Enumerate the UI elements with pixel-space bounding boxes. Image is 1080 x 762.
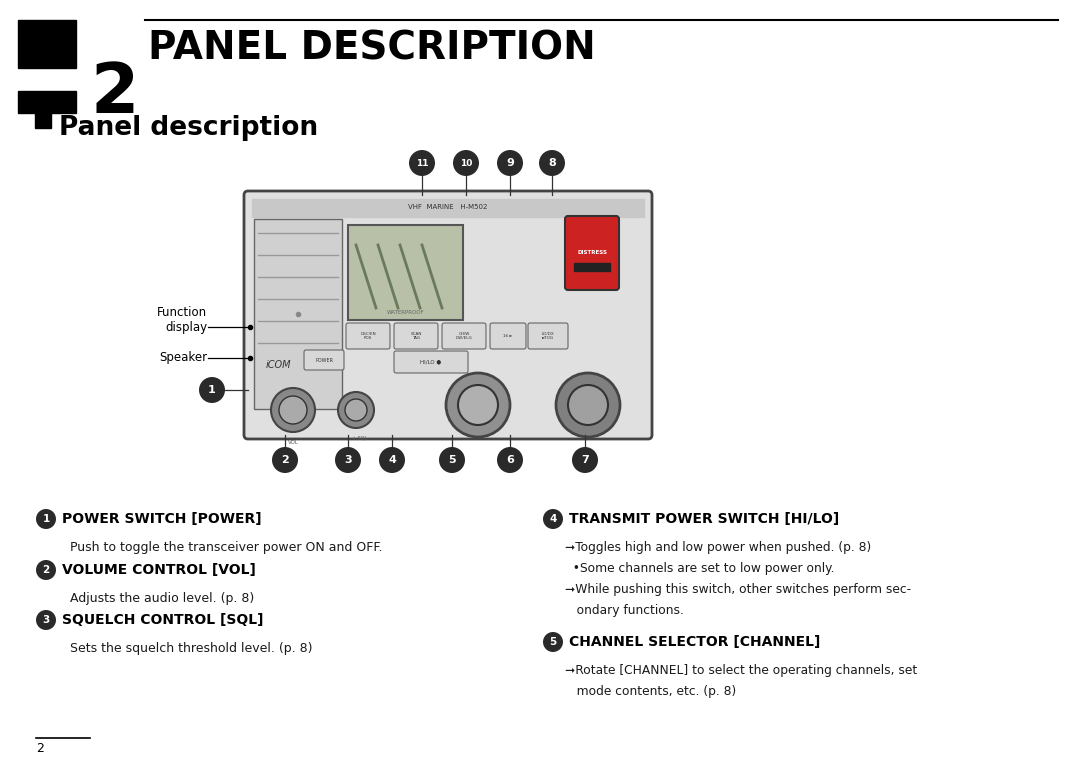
Text: •Some channels are set to low power only.: •Some channels are set to low power only… [565, 562, 835, 575]
FancyBboxPatch shape [346, 323, 390, 349]
Circle shape [539, 150, 565, 176]
Bar [573, 263, 610, 271]
Circle shape [438, 447, 465, 473]
Circle shape [345, 399, 367, 421]
FancyBboxPatch shape [394, 351, 468, 373]
Text: 16 ►: 16 ► [503, 334, 513, 338]
Circle shape [446, 373, 510, 437]
Circle shape [338, 392, 374, 428]
Text: DSC/EN
POS: DSC/EN POS [361, 331, 376, 341]
Text: 2: 2 [281, 455, 288, 465]
Circle shape [379, 447, 405, 473]
Text: 2: 2 [42, 565, 50, 575]
Bar [18, 91, 76, 113]
Bar [348, 225, 463, 320]
Text: HI/LO ●: HI/LO ● [420, 360, 442, 364]
Circle shape [497, 447, 523, 473]
Bar [252, 199, 644, 217]
Text: DISTRESS: DISTRESS [577, 251, 607, 255]
Bar [254, 219, 342, 409]
Circle shape [36, 610, 56, 630]
Text: 5: 5 [448, 455, 456, 465]
Text: PANEL DESCRIPTION: PANEL DESCRIPTION [148, 30, 596, 68]
Text: 8: 8 [549, 158, 556, 168]
Text: VOLUME CONTROL [VOL]: VOLUME CONTROL [VOL] [62, 563, 256, 577]
Text: 11: 11 [416, 158, 429, 168]
Text: ondary functions.: ondary functions. [565, 604, 684, 617]
Circle shape [199, 377, 225, 403]
Bar [35, 112, 51, 128]
Circle shape [36, 509, 56, 529]
FancyBboxPatch shape [528, 323, 568, 349]
FancyBboxPatch shape [490, 323, 526, 349]
Text: VHF  MARINE   H-M502: VHF MARINE H-M502 [408, 204, 488, 210]
Text: 7: 7 [581, 455, 589, 465]
Circle shape [568, 385, 608, 425]
Text: 1: 1 [42, 514, 50, 524]
Text: ➞While pushing this switch, other switches perform sec-: ➞While pushing this switch, other switch… [565, 583, 912, 596]
Circle shape [458, 385, 498, 425]
Circle shape [272, 447, 298, 473]
Circle shape [543, 509, 563, 529]
Text: 9: 9 [507, 158, 514, 168]
Text: 10: 10 [460, 158, 472, 168]
Circle shape [409, 150, 435, 176]
Text: WATERPROOF: WATERPROOF [387, 309, 424, 315]
Text: TRANSMIT POWER SWITCH [HI/LO]: TRANSMIT POWER SWITCH [HI/LO] [569, 512, 839, 526]
Text: CHANNEL SELECTOR [CHANNEL]: CHANNEL SELECTOR [CHANNEL] [569, 635, 821, 649]
Text: VOL: VOL [287, 440, 298, 444]
Text: 2: 2 [90, 60, 138, 127]
FancyBboxPatch shape [244, 191, 652, 439]
FancyBboxPatch shape [565, 216, 619, 290]
FancyBboxPatch shape [394, 323, 438, 349]
Text: 1: 1 [208, 385, 216, 395]
Text: 3: 3 [42, 615, 50, 625]
Circle shape [36, 560, 56, 580]
Text: 4: 4 [388, 455, 396, 465]
Text: 4: 4 [550, 514, 556, 524]
Circle shape [572, 447, 598, 473]
Text: 5: 5 [550, 637, 556, 647]
Text: mode contents, etc. (p. 8): mode contents, etc. (p. 8) [565, 685, 737, 698]
Text: SQUELCH CONTROL [SQL]: SQUELCH CONTROL [SQL] [62, 613, 264, 627]
Circle shape [335, 447, 361, 473]
Text: Speaker: Speaker [159, 351, 207, 364]
Circle shape [279, 396, 307, 424]
Text: 3: 3 [345, 455, 352, 465]
Text: 2: 2 [36, 741, 44, 754]
FancyBboxPatch shape [442, 323, 486, 349]
Circle shape [556, 373, 620, 437]
Text: LO/DX
►TOG: LO/DX ►TOG [542, 331, 554, 341]
Text: CH/W
DW/ELG: CH/W DW/ELG [456, 331, 472, 341]
Circle shape [271, 388, 315, 432]
Text: Sets the squelch threshold level. (p. 8): Sets the squelch threshold level. (p. 8) [70, 642, 312, 655]
Text: iCOM: iCOM [266, 360, 291, 370]
Text: Push to toggle the transceiver power ON and OFF.: Push to toggle the transceiver power ON … [70, 541, 382, 554]
Circle shape [453, 150, 480, 176]
Circle shape [497, 150, 523, 176]
Text: Adjusts the audio level. (p. 8): Adjusts the audio level. (p. 8) [70, 592, 254, 605]
Text: SCAN
TAG: SCAN TAG [410, 331, 421, 341]
Text: ➞Rotate [CHANNEL] to select the operating channels, set: ➞Rotate [CHANNEL] to select the operatin… [565, 664, 917, 677]
Text: + SQL: + SQL [352, 436, 367, 440]
Text: POWER: POWER [315, 357, 333, 363]
Text: Function
display: Function display [157, 306, 207, 334]
Text: Panel description: Panel description [59, 115, 319, 141]
Circle shape [543, 632, 563, 652]
Text: ➞Toggles high and low power when pushed. (p. 8): ➞Toggles high and low power when pushed.… [565, 541, 872, 554]
Text: 6: 6 [507, 455, 514, 465]
FancyBboxPatch shape [303, 350, 345, 370]
Text: POWER SWITCH [POWER]: POWER SWITCH [POWER] [62, 512, 261, 526]
Bar [18, 20, 76, 68]
